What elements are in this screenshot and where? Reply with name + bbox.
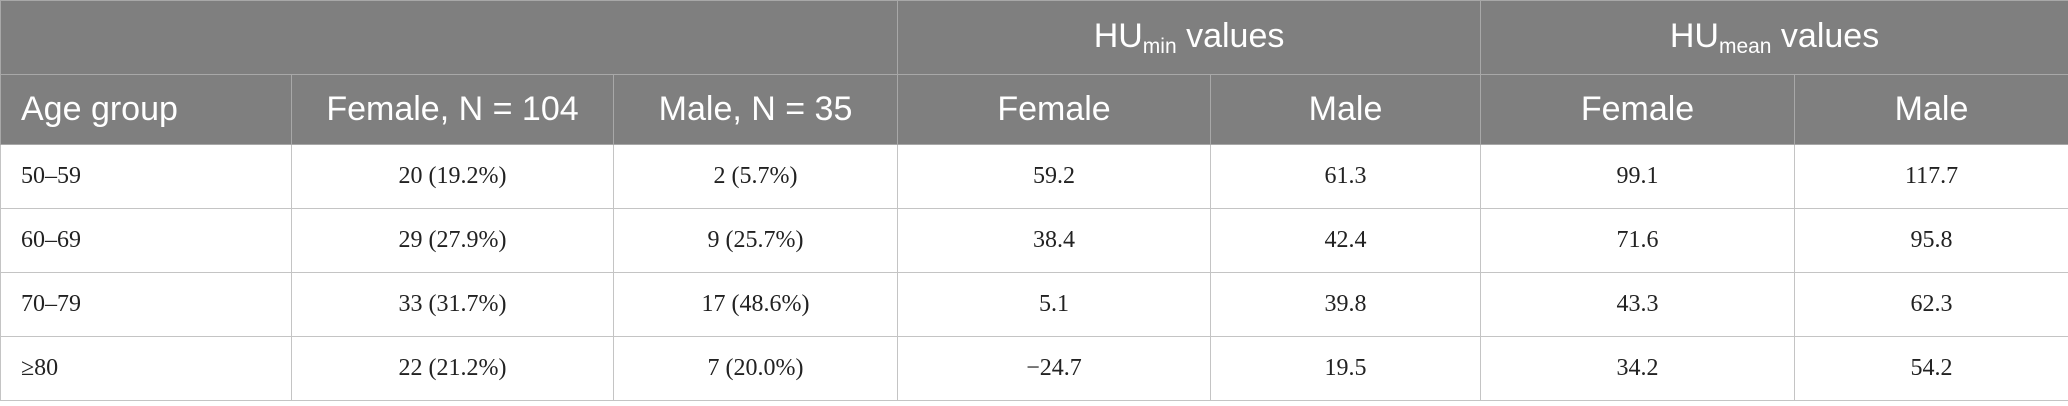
table-cell: 22 (21.2%) [291,336,614,401]
table-cell: 60–69 [0,208,292,273]
group-header-base: HU [1093,16,1143,55]
table-cell: 43.3 [1480,272,1796,337]
group-header-sub: min [1142,34,1177,58]
table-cell: 71.6 [1480,208,1796,273]
column-header: Female [1480,74,1796,145]
group-header-rest: values [1771,16,1880,55]
group-header: HUmean values [1480,0,2068,75]
table-cell: 117.7 [1794,144,2068,209]
table-row: 60–69 29 (27.9%) 9 (25.7%) 38.4 42.4 71.6 95.8 [0,208,2068,273]
table-cell: 42.4 [1210,208,1482,273]
column-header: Male [1794,74,2068,145]
table-cell: 2 (5.7%) [612,144,899,209]
table-cell: 54.2 [1794,336,2068,401]
table-cell: −24.7 [897,336,1212,401]
table-cell: 9 (25.7%) [612,208,899,273]
table-cell: 39.8 [1210,272,1482,337]
table-cell: 33 (31.7%) [291,272,614,337]
column-header: Female, N = 104 [291,74,614,145]
table-cell: ≥80 [0,336,292,401]
table-cell: 29 (27.9%) [291,208,614,273]
column-header: Male [1210,74,1482,145]
table-cell: 5.1 [897,272,1212,337]
table-cell: 59.2 [897,144,1212,209]
column-header: Male, N = 35 [612,74,899,145]
column-header: Age group [0,74,292,145]
table-row: 70–79 33 (31.7%) 17 (48.6%) 5.1 39.8 43.3 62.3 [0,272,2068,337]
group-header-rest: values [1176,16,1285,55]
table-cell: 62.3 [1794,272,2068,337]
table-row: ≥80 22 (21.2%) 7 (20.0%) −24.7 19.5 34.2 54.2 [0,336,2068,401]
table-row: 50–59 20 (19.2%) 2 (5.7%) 59.2 61.3 99.1 117.7 [0,144,2068,209]
table-cell: 38.4 [897,208,1212,273]
column-header: Female [897,74,1212,145]
group-header-sub: mean [1718,34,1772,58]
table-cell: 20 (19.2%) [291,144,614,209]
table-cell: 17 (48.6%) [612,272,899,337]
table-cell: 50–59 [0,144,292,209]
table-cell: 34.2 [1480,336,1796,401]
table-cell: 95.8 [1794,208,2068,273]
group-header: HUmin values [897,0,1482,75]
table-body: 50–59 20 (19.2%) 2 (5.7%) 59.2 61.3 99.1 117.7… [0,144,2068,401]
table-cell: 7 (20.0%) [612,336,899,401]
column-header-row: Age group Female, N = 104 Male, N = 35 Fema… [0,74,2068,145]
table-cell: 70–79 [0,272,292,337]
table-cell: 19.5 [1210,336,1482,401]
table-cell: 99.1 [1480,144,1796,209]
empty-header [0,0,899,75]
table-cell: 61.3 [1210,144,1482,209]
group-header-row: HUmin values HUmean values [0,0,2068,75]
group-header-base: HU [1669,16,1719,55]
